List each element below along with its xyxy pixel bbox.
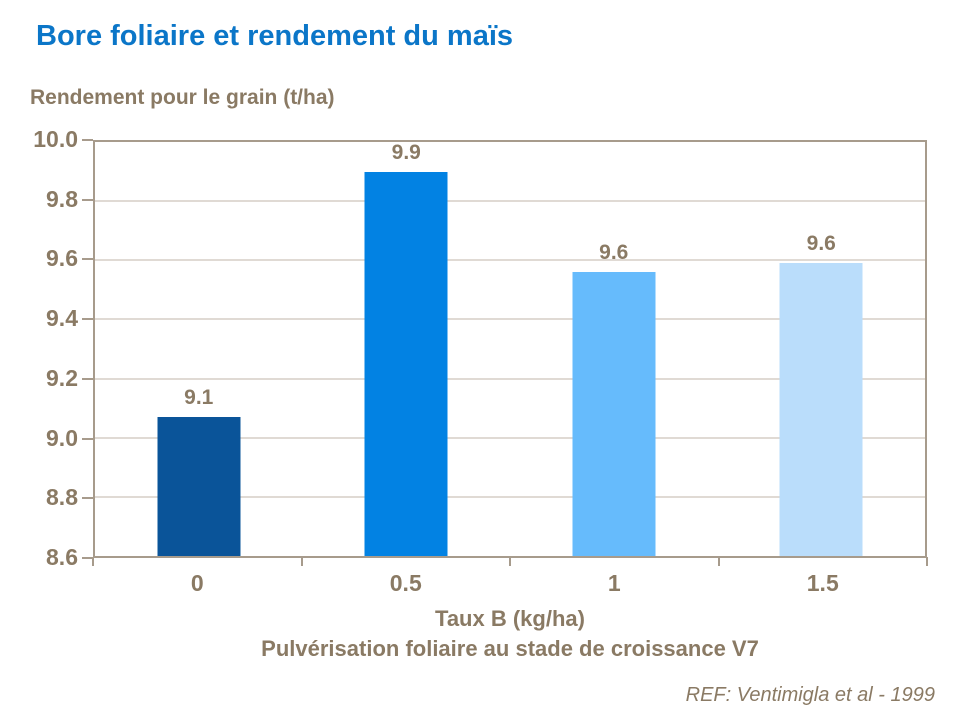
y-tick-label: 9.0 bbox=[46, 424, 78, 451]
y-tick-label: 8.6 bbox=[46, 543, 78, 570]
y-tick-label: 9.2 bbox=[46, 364, 78, 391]
x-tick-mark bbox=[300, 557, 303, 566]
gridlines bbox=[95, 142, 925, 556]
x-tick-mark bbox=[92, 557, 94, 566]
plot-area: 9.1 9.9 9.6 9.6 bbox=[93, 140, 927, 558]
bar-group: 9.6 bbox=[572, 142, 656, 556]
bar-value-label: 9.6 bbox=[599, 241, 629, 265]
x-tick-mark bbox=[509, 557, 511, 566]
bar-value-label: 9.6 bbox=[806, 232, 836, 256]
y-tick-label: 9.6 bbox=[46, 245, 78, 272]
y-tick-mark bbox=[82, 437, 93, 440]
y-tick-mark bbox=[82, 497, 93, 500]
reference-note: REF: Ventimigla et al - 1999 bbox=[685, 684, 935, 706]
bar-1 bbox=[572, 272, 656, 556]
gridline bbox=[95, 437, 925, 439]
bar-group: 9.9 bbox=[364, 140, 448, 556]
x-axis-labels: 0 0.5 1 1.5 bbox=[93, 570, 927, 600]
bar-0 bbox=[157, 417, 241, 556]
y-tick-mark bbox=[82, 258, 93, 261]
y-ticks bbox=[82, 139, 93, 559]
y-tick-mark bbox=[82, 198, 93, 201]
gridline bbox=[95, 200, 925, 202]
y-tick-label: 10.0 bbox=[33, 125, 78, 152]
bar-1.5 bbox=[779, 263, 863, 556]
gridline bbox=[95, 496, 925, 498]
x-axis-title: Taux B (kg/ha) bbox=[435, 606, 585, 631]
x-tick-label: 0 bbox=[190, 570, 204, 596]
gridline bbox=[95, 318, 925, 320]
y-tick-label: 8.8 bbox=[46, 484, 78, 511]
x-ticks bbox=[92, 557, 928, 567]
y-axis-title: Rendement pour le grain (t/ha) bbox=[30, 86, 335, 109]
y-tick-mark bbox=[82, 557, 93, 559]
gridline bbox=[95, 378, 925, 380]
bar-value-label: 9.9 bbox=[391, 140, 421, 164]
y-axis-labels: 10.0 9.8 9.6 9.4 9.2 9.0 8.8 8.6 bbox=[0, 126, 78, 570]
x-tick-mark bbox=[926, 557, 928, 566]
bar-0.5 bbox=[364, 171, 448, 556]
bar-group: 9.6 bbox=[779, 142, 863, 556]
x-tick-label: 1 bbox=[607, 570, 621, 596]
x-tick-label: 1.5 bbox=[806, 570, 839, 596]
bar-value-label: 9.1 bbox=[184, 386, 214, 410]
x-tick-label: 0.5 bbox=[389, 570, 422, 596]
x-axis-subtitle: Pulvérisation foliaire au stade de crois… bbox=[261, 636, 759, 661]
y-tick-label: 9.4 bbox=[46, 305, 78, 332]
bar-group: 9.1 bbox=[157, 142, 241, 556]
gridline bbox=[95, 259, 925, 261]
y-tick-mark bbox=[82, 318, 93, 321]
x-tick-mark bbox=[717, 557, 720, 566]
y-tick-mark bbox=[82, 377, 93, 380]
y-tick-mark bbox=[82, 139, 93, 141]
chart-title: Bore foliaire et rendement du maïs bbox=[36, 20, 514, 52]
y-tick-label: 9.8 bbox=[46, 185, 78, 212]
bars: 9.1 9.9 9.6 9.6 bbox=[95, 140, 925, 556]
